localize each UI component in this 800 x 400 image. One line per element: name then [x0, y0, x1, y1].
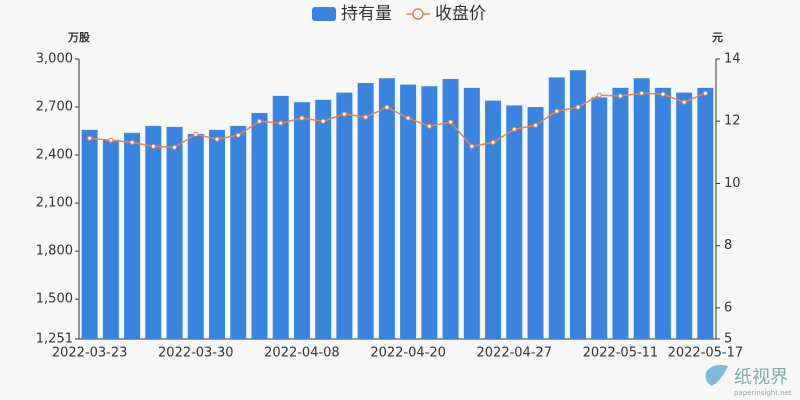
line-point: [448, 119, 454, 125]
line-point: [596, 92, 602, 98]
line-point: [384, 104, 390, 110]
line-point: [469, 143, 475, 149]
line-point: [150, 143, 156, 149]
bar: [485, 100, 502, 340]
bar: [81, 129, 98, 339]
line-point: [639, 90, 645, 96]
legend-swatch: [412, 8, 424, 20]
bar: [209, 129, 226, 339]
bar: [527, 107, 544, 340]
line-point: [299, 115, 305, 121]
line: [89, 92, 706, 149]
bar: [442, 79, 459, 339]
bar: [591, 97, 608, 339]
legend-swatch: [312, 7, 336, 21]
line-point: [426, 123, 432, 129]
bar: [315, 99, 332, 339]
bar: [676, 92, 693, 340]
x-tick-label: 2022-03-23: [52, 346, 128, 361]
line-point: [702, 90, 708, 96]
bar: [187, 133, 204, 339]
line-point: [660, 91, 666, 97]
bar: [463, 87, 480, 339]
y-tick-label: 1,800: [36, 244, 73, 259]
line-point: [341, 111, 347, 117]
bar: [400, 84, 417, 339]
y-tick-label: 1,251: [36, 332, 73, 347]
line-point: [108, 137, 114, 143]
y-tick-label: 2,100: [36, 196, 73, 211]
y2-axis-label: 元: [712, 31, 723, 44]
legend-label: 收盘价: [435, 4, 486, 24]
bar: [272, 95, 289, 339]
y2-tick-label: 14: [724, 52, 741, 67]
line-point: [235, 132, 241, 138]
bar: [124, 132, 141, 339]
bar: [569, 70, 586, 339]
line-point: [87, 135, 93, 141]
line-point: [256, 118, 262, 124]
y-tick-label: 2,400: [36, 148, 73, 163]
x-tick-label: 2022-05-11: [583, 346, 659, 361]
x-tick-label: 2022-04-08: [264, 346, 340, 361]
y2-tick-label: 8: [724, 238, 732, 253]
bar: [654, 87, 671, 339]
y-tick-label: 2,700: [36, 100, 73, 115]
line-point: [681, 99, 687, 105]
bar: [421, 86, 438, 340]
x-tick-label: 2022-03-30: [158, 346, 234, 361]
y2-tick-label: 5: [724, 332, 732, 347]
bar: [548, 77, 565, 339]
line-point: [363, 114, 369, 120]
line-point: [129, 139, 135, 145]
watermark-logo: [705, 364, 728, 386]
bar: [102, 139, 119, 339]
line-point: [278, 120, 284, 126]
bar: [612, 87, 629, 339]
bar: [506, 105, 523, 339]
y2-tick-label: 6: [724, 300, 732, 315]
x-tick-label: 2022-04-20: [370, 346, 446, 361]
line-point: [511, 126, 517, 132]
line-point: [617, 93, 623, 99]
watermark-url: paperinsight.net: [734, 389, 792, 397]
line-point: [193, 131, 199, 137]
bar: [293, 102, 310, 339]
line-point: [575, 104, 581, 110]
bar: [230, 125, 247, 339]
line-point: [490, 139, 496, 145]
x-tick-label: 2022-04-27: [477, 346, 553, 361]
legend-label: 持有量: [341, 4, 392, 24]
line-point: [172, 144, 178, 150]
x-tick-label: 2022-05-17: [668, 346, 744, 361]
bar: [336, 92, 353, 340]
y-tick-label: 3,000: [36, 52, 73, 67]
bar: [633, 78, 650, 340]
watermark-name: 纸视界: [734, 367, 788, 388]
y2-tick-label: 12: [724, 114, 741, 129]
bar: [145, 125, 162, 339]
y2-tick-label: 10: [724, 176, 741, 191]
y-axis-label: 万股: [67, 31, 91, 44]
bar: [357, 83, 374, 339]
watermark: 纸视界 paperinsight.net: [705, 364, 792, 397]
line-point: [214, 136, 220, 142]
line-point: [554, 108, 560, 114]
line-point: [405, 115, 411, 121]
y-tick-label: 1,500: [36, 292, 73, 307]
line-point: [533, 122, 539, 128]
bar: [166, 126, 183, 339]
line-point: [320, 118, 326, 124]
bar: [251, 112, 268, 339]
bar: [378, 78, 395, 340]
bar: [697, 87, 714, 339]
